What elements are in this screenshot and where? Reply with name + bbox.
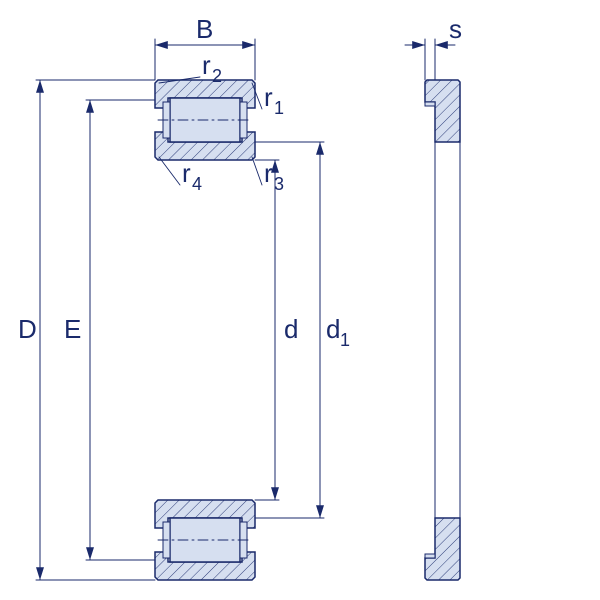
label-d1-sub: 1 — [340, 330, 350, 350]
label-d-outer: D — [18, 314, 37, 344]
label-r1-sub: 1 — [274, 98, 284, 118]
bearing-cross-section-diagram: BsDEdd1r2r1r3r4 — [0, 0, 600, 600]
label-s: s — [449, 14, 462, 44]
label-d1: d — [326, 314, 340, 344]
label-r4-sub: 4 — [192, 174, 202, 194]
label-b: B — [196, 14, 213, 44]
label-e: E — [64, 314, 81, 344]
label-r1: r — [264, 82, 273, 112]
label-r4: r — [182, 158, 191, 188]
label-d: d — [284, 314, 298, 344]
label-r3-sub: 3 — [274, 174, 284, 194]
label-r2-sub: 2 — [212, 66, 222, 86]
label-r3: r — [264, 158, 273, 188]
label-r2: r — [202, 50, 211, 80]
